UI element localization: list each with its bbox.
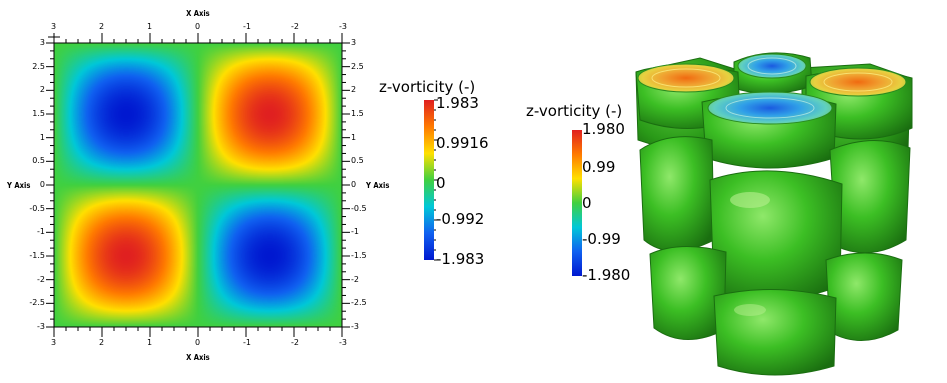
x-tick-label-bottom: 0 <box>195 338 201 347</box>
y-tick-label-right: 1 <box>351 132 357 142</box>
x-tick-label-bottom: 2 <box>99 338 105 347</box>
left-cb-label-max: 1.983 <box>436 94 479 112</box>
heatmap-tick-labels: 3 3 2 2 1 1 0 0 -1 -1 -2 -2 -3 -3 3 3 2.5 2.5 2 2 1.5 1.5 1 1 0.… <box>0 0 370 383</box>
y-tick-label-right: -2.5 <box>351 298 367 308</box>
left-cb-label-zero: 0 <box>436 174 446 192</box>
y-tick-label-right: 0.5 <box>351 156 364 166</box>
y-axis-title-right: Y Axis <box>366 181 390 190</box>
left-cb-label-upper: 0.9916 <box>436 134 489 152</box>
front-cap-blue <box>701 91 837 169</box>
y-tick-label-right: -1.5 <box>351 251 367 260</box>
left-cb-label-min: -1.983 <box>436 250 485 268</box>
x-tick-label-bottom: -2 <box>291 338 299 347</box>
y-tick-label-left: -3 <box>37 322 45 331</box>
left-colorbar-ticks <box>434 99 438 261</box>
x-tick-label-top: 2 <box>99 22 105 31</box>
y-tick-label-right: -1 <box>351 227 359 237</box>
y-tick-label-left: -1.5 <box>29 251 45 260</box>
right-colorbar: z-vorticity (-) 1.980 0.99 0 -0.99 -1.98… <box>520 98 650 298</box>
left-colorbar-gradient <box>424 100 434 260</box>
mid-right-cube <box>829 140 911 254</box>
vorticity-heatmap <box>54 43 342 327</box>
y-tick-label-left: 1.5 <box>32 109 45 118</box>
y-tick-label-left: 2 <box>39 85 45 95</box>
y-tick-label-left: -2.5 <box>29 298 45 308</box>
x-tick-label-top: 0 <box>195 22 201 31</box>
y-tick-label-right: 2 <box>351 85 357 95</box>
x-tick-label-bottom: 3 <box>51 338 57 347</box>
x-axis-title-top: X Axis <box>186 9 210 18</box>
y-tick-label-left: 0 <box>39 180 45 189</box>
x-axis-title-bottom: X Axis <box>186 353 210 362</box>
mid-left-cube <box>639 136 715 252</box>
y-tick-label-left: 1 <box>39 132 45 142</box>
left-colorbar: z-vorticity (-) 1.983 0.9916 0 -0.992 -1… <box>374 74 524 274</box>
y-tick-label-left: -1 <box>37 227 45 237</box>
x-tick-label-top: 1 <box>147 22 153 31</box>
y-tick-label-right: -3 <box>351 322 359 331</box>
y-tick-label-left: 0.5 <box>32 156 45 166</box>
y-tick-label-left: -0.5 <box>29 203 45 213</box>
x-tick-label-bottom: -1 <box>243 338 251 347</box>
y-tick-label-right: -0.5 <box>351 203 367 213</box>
right-cb-label-min: -1.980 <box>582 266 631 284</box>
right-cb-label-max: 1.980 <box>582 120 625 138</box>
y-tick-label-right: 2.5 <box>351 61 364 71</box>
y-tick-label-left: 3 <box>39 38 45 47</box>
vorticity-isosurface-3d <box>635 52 913 376</box>
y-axis-title-left: Y Axis <box>7 181 31 190</box>
y-tick-label-left: 2.5 <box>32 61 45 71</box>
x-tick-label-top: 3 <box>51 22 57 31</box>
heatmap-axes <box>46 33 350 337</box>
back-cap-blue <box>733 52 813 95</box>
right-colorbar-gradient <box>572 130 582 276</box>
mid-front-cube <box>709 170 843 301</box>
right-cb-label-lower: -0.99 <box>582 230 621 248</box>
y-tick-label-right: 0 <box>351 180 357 189</box>
x-tick-label-bottom: -3 <box>339 338 347 347</box>
left-colorbar-title: z-vorticity (-) <box>379 78 476 96</box>
right-cb-label-zero: 0 <box>582 194 592 212</box>
y-tick-label-left: -2 <box>37 274 45 284</box>
y-tick-label-right: 1.5 <box>351 109 364 118</box>
x-tick-label-top: -2 <box>291 22 299 31</box>
bottom-front-cube <box>713 289 837 376</box>
y-tick-label-right: 3 <box>351 38 357 47</box>
x-tick-label-top: -1 <box>243 22 251 31</box>
left-cb-label-lower: -0.992 <box>436 210 485 228</box>
bottom-left-cube <box>649 245 727 340</box>
bottom-right-cube <box>825 252 903 341</box>
x-tick-label-bottom: 1 <box>147 338 153 347</box>
right-cb-label-upper: 0.99 <box>582 158 616 176</box>
right-colorbar-title: z-vorticity (-) <box>526 102 623 120</box>
x-tick-label-top: -3 <box>339 22 347 31</box>
y-tick-label-right: -2 <box>351 274 359 284</box>
left-plot: X Axis X Axis Y Axis Y Axis 3 3 2 2 1 1 0 0 -1 -1… <box>0 0 389 383</box>
